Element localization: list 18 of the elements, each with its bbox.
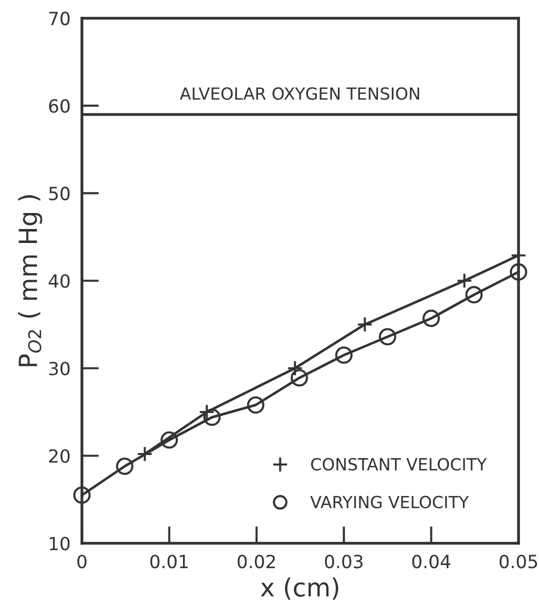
y-tick-label: 50 — [49, 186, 70, 200]
ref-line-label: ALVEOLAR OXYGEN TENSION — [180, 87, 420, 100]
x-tick-label: 0.04 — [412, 554, 450, 568]
y-axis-title: P$_{O2}$ ( mm Hg ) — [18, 195, 42, 366]
x-tick-label: 0.02 — [238, 554, 275, 568]
y-tick-label: 30 — [49, 362, 70, 376]
legend-label: CONSTANT VELOCITY — [311, 458, 487, 471]
y-tick-label: 20 — [49, 449, 70, 463]
x-tick-label: 0 — [77, 554, 86, 568]
x-tick-label: 0.03 — [324, 554, 363, 568]
x-axis-title: x (cm) — [260, 577, 338, 600]
y-tick-label: 60 — [49, 99, 70, 113]
y-tick-label: 40 — [48, 274, 70, 288]
x-tick-label: 0.01 — [150, 554, 188, 568]
y-tick-label: 10 — [50, 536, 70, 550]
y-tick-label: 70 — [49, 12, 70, 26]
x-tick-label: 0.05 — [500, 554, 538, 568]
legend-label: VARYING VELOCITY — [310, 496, 469, 508]
